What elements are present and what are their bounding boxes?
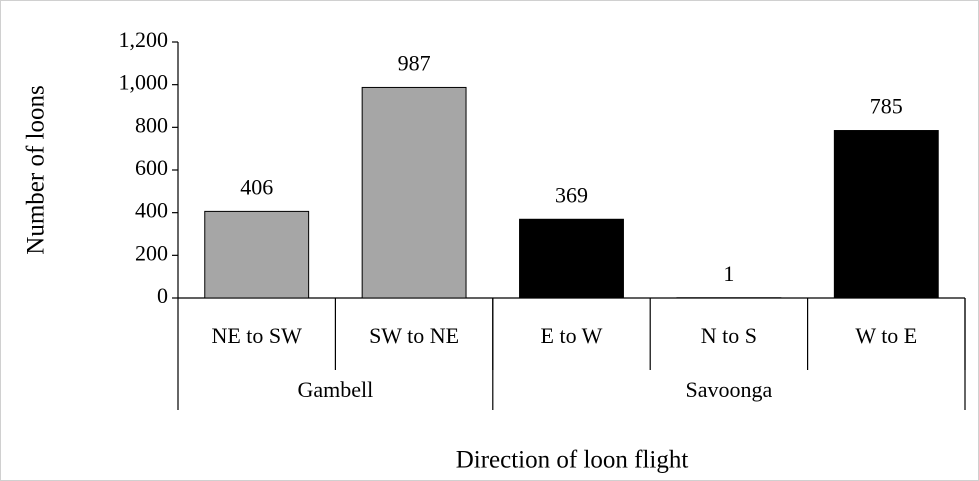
value-label: 785: [870, 94, 903, 119]
y-tick-label: 200: [135, 240, 168, 265]
x-tick-label: SW to NE: [369, 323, 459, 348]
y-tick-label: 1,200: [119, 27, 169, 52]
group-label: Gambell: [298, 377, 374, 402]
y-tick-label: 600: [135, 155, 168, 180]
y-tick-label: 400: [135, 198, 168, 223]
bar: [204, 210, 310, 299]
x-tick-label: W to E: [855, 323, 917, 348]
bar: [833, 130, 939, 299]
y-axis-title: Number of loons: [23, 85, 50, 254]
value-label: 1: [723, 261, 734, 286]
y-tick-label: 800: [135, 112, 168, 137]
bar: [361, 86, 467, 299]
x-tick-label: E to W: [541, 323, 603, 348]
x-tick-label: N to S: [701, 323, 757, 348]
x-axis-title: Direction of loon flight: [456, 447, 689, 474]
bar: [519, 218, 624, 299]
value-label: 987: [398, 50, 431, 75]
x-tick-label: NE to SW: [211, 323, 302, 348]
value-label: 369: [555, 182, 588, 207]
group-label: Savoonga: [686, 377, 773, 402]
value-label: 406: [240, 174, 273, 199]
y-tick-label: 1,000: [119, 70, 169, 95]
y-tick-label: 0: [157, 283, 168, 308]
